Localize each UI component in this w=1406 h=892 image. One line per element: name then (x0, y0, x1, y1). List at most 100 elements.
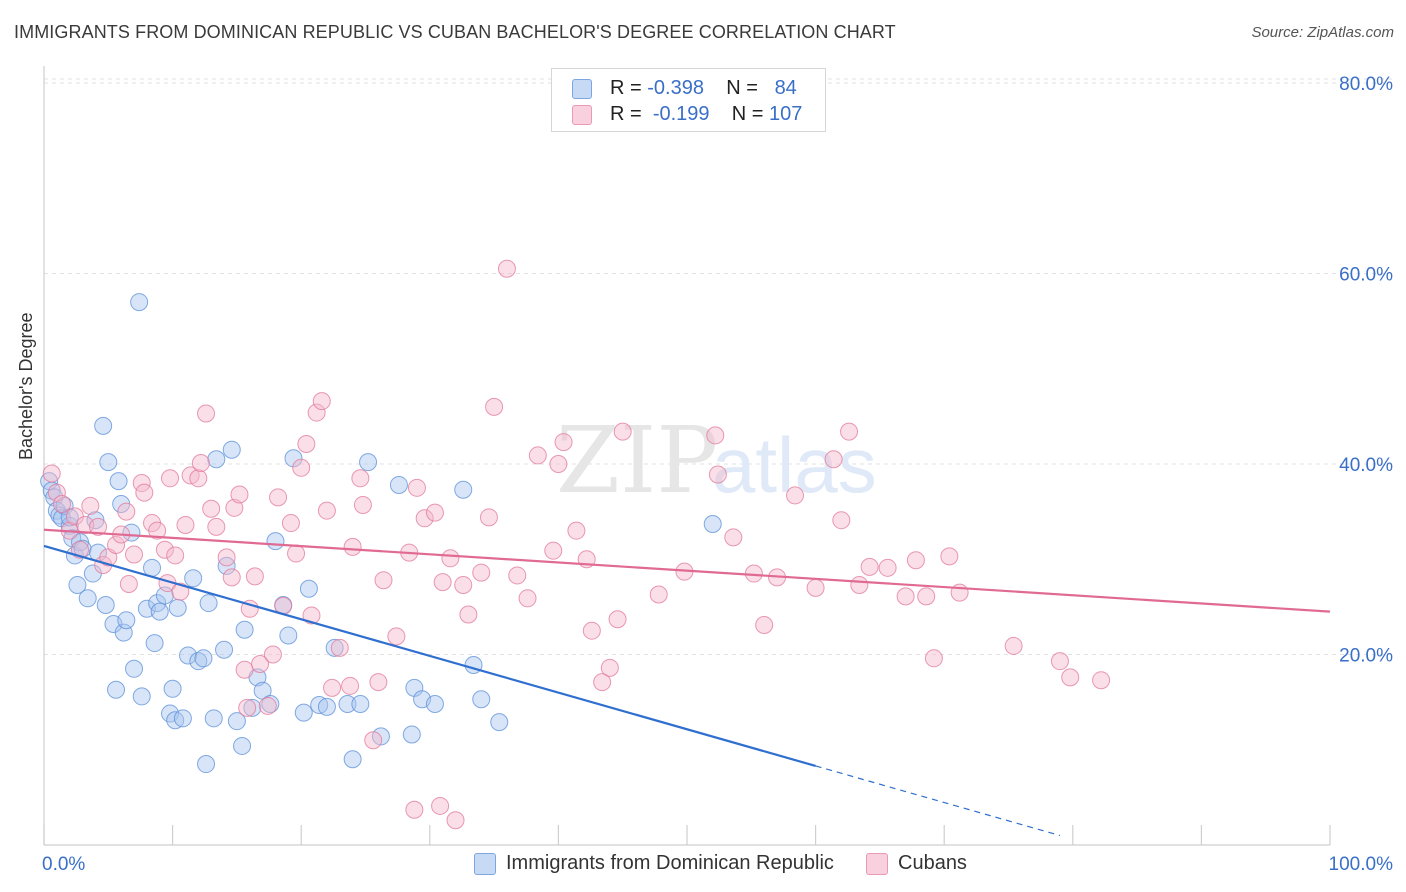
cuban-point (155, 540, 174, 559)
cuban-point (446, 811, 465, 830)
n-label: N = (726, 77, 758, 99)
cuban-point (240, 599, 259, 618)
cuban-point (351, 469, 370, 488)
cuban-point (415, 509, 434, 528)
r-value-dominican: -0.398 (647, 77, 704, 99)
dominican-point (168, 598, 187, 617)
cuban-point (940, 547, 959, 566)
cuban-point (649, 585, 668, 604)
cuban-point (191, 454, 210, 473)
cuban-point (307, 403, 326, 422)
tick-labels: 20.0% 40.0% 60.0% 80.0% 0.0% 100.0% (42, 74, 1393, 875)
legend-swatch-dominican-bottom (474, 853, 496, 875)
dominican-point (199, 594, 218, 613)
n-label: N = (731, 103, 764, 125)
cuban-point (217, 548, 236, 567)
legend-label-dominican: Immigrants from Dominican Republic (506, 852, 834, 874)
cuban-point (135, 483, 154, 502)
dominican-point (189, 652, 208, 671)
y-tick-label: 80.0% (1339, 74, 1393, 95)
cuban-point (924, 649, 943, 668)
r-label: R = (610, 103, 642, 125)
cuban-point (832, 511, 851, 530)
cuban-point (341, 676, 360, 695)
dominican-point (184, 569, 203, 588)
dominican-point (78, 589, 97, 608)
cuban-point (528, 446, 547, 465)
cuban-point (238, 698, 257, 717)
cuban-point (1092, 671, 1111, 690)
dominican-point (325, 638, 344, 657)
cuban-point (593, 673, 612, 692)
cuban-point (312, 392, 331, 411)
cuban-point (258, 696, 277, 715)
dominican-point (60, 508, 79, 527)
dominican-point (243, 698, 262, 717)
dominican-point (173, 709, 192, 728)
cuban-point (431, 796, 450, 815)
cuban-point (81, 496, 100, 515)
cuban-point (281, 514, 300, 533)
cuban-point (89, 517, 108, 536)
cuban-point (608, 610, 627, 629)
cuban-point (425, 503, 444, 522)
cuban-point (107, 535, 126, 554)
dominican-point (389, 475, 408, 494)
cuban-point (189, 469, 208, 488)
cuban-point (53, 495, 72, 514)
cuban-point (582, 621, 601, 640)
dominican-point (94, 416, 113, 435)
dominican-point (351, 695, 370, 714)
cuban-point (330, 638, 349, 657)
y-tick-label: 40.0% (1339, 455, 1393, 476)
cuban-point (161, 469, 180, 488)
dominican-point (284, 449, 303, 468)
y-tick-label: 20.0% (1339, 646, 1393, 667)
cuban-point (917, 587, 936, 606)
dominican-point (68, 575, 87, 594)
cuban-point (479, 508, 498, 527)
cuban-point (806, 578, 825, 597)
dominican-point (266, 532, 285, 551)
cuban-point (171, 582, 190, 601)
gridlines (44, 78, 1392, 655)
cuban-point (225, 498, 244, 517)
cuban-point (472, 563, 491, 582)
cuban-point (407, 478, 426, 497)
dominican-point (215, 640, 234, 659)
cuban-point (824, 450, 843, 469)
dominican-point (317, 697, 336, 716)
cuban-point (166, 546, 185, 565)
chart-title: IMMIGRANTS FROM DOMINICAN REPUBLIC VS CU… (14, 22, 896, 42)
cuban-point (1004, 636, 1023, 655)
y-tick-label: 60.0% (1339, 265, 1393, 286)
cuban-point (497, 259, 516, 278)
cuban-point (755, 615, 774, 634)
cuban-point (706, 426, 725, 445)
r-label: R = (610, 77, 642, 99)
cuban-point (433, 573, 452, 592)
dominican-point (130, 293, 149, 312)
cuban-point (353, 495, 372, 514)
cuban-point (405, 800, 424, 819)
dominican-point (145, 634, 164, 653)
cuban-point (176, 515, 195, 534)
cuban-point (708, 465, 727, 484)
legend-swatch-dominican (572, 79, 592, 99)
dominican-point (261, 695, 280, 714)
cuban-point (269, 488, 288, 507)
dominican-point (227, 712, 246, 731)
cuban-point (263, 645, 282, 664)
cuban-point (317, 501, 336, 520)
cuban-point (906, 551, 925, 570)
y-axis-label: Bachelor's Degree (16, 312, 36, 460)
dominican-point (343, 750, 362, 769)
dominican-point (204, 709, 223, 728)
dominican-point (279, 626, 298, 645)
dominican-point (125, 659, 144, 678)
cuban-point (230, 485, 249, 504)
cuban-point (508, 566, 527, 585)
cuban-point (786, 486, 805, 505)
cuban-point (302, 606, 321, 625)
